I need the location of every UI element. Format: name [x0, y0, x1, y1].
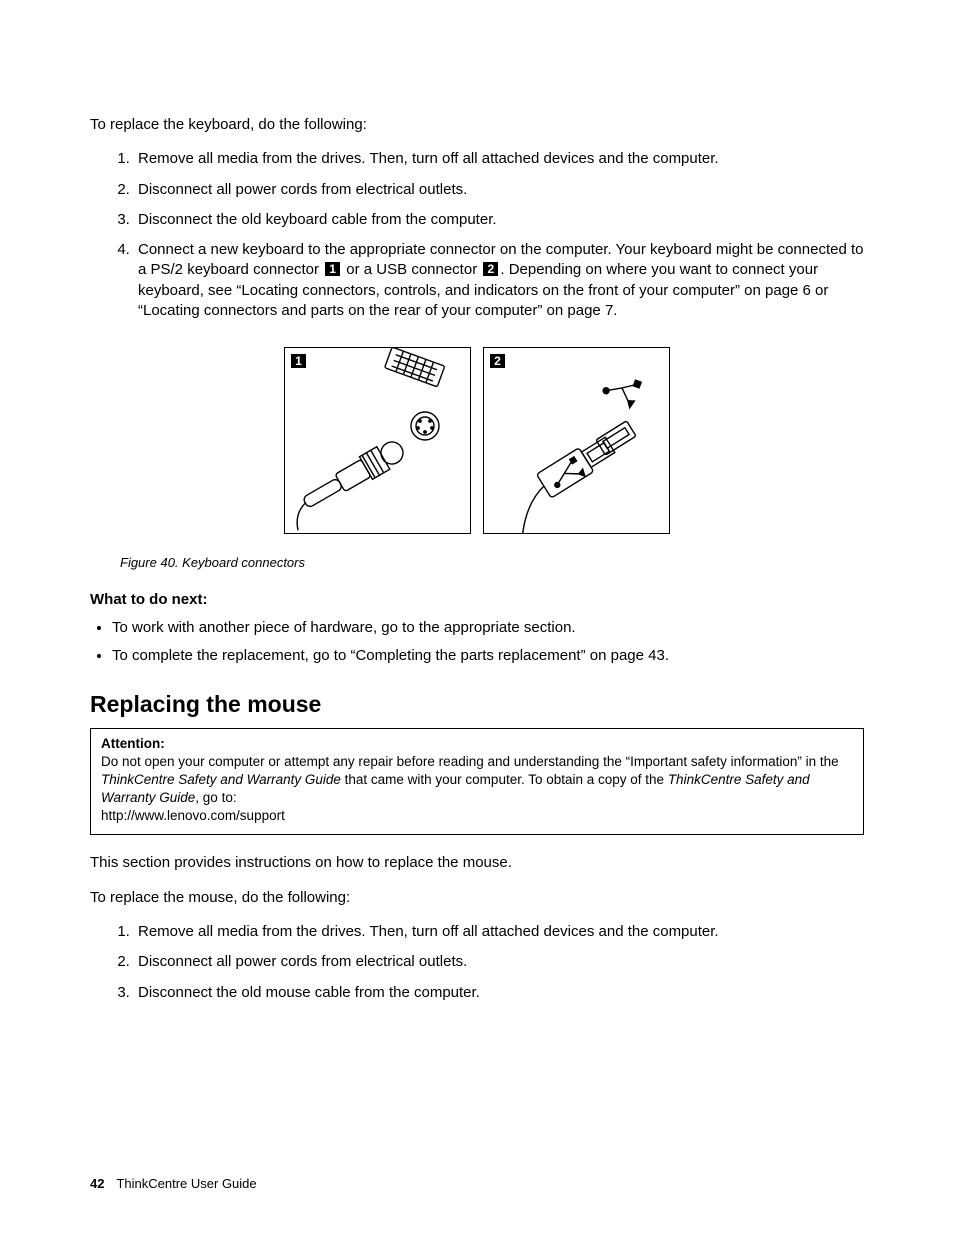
intro-keyboard: To replace the keyboard, do the followin… — [90, 115, 864, 135]
list-item: To work with another piece of hardware, … — [112, 618, 864, 638]
list-item: To complete the replacement, go to “Comp… — [112, 646, 864, 666]
attention-title: Attention: — [101, 735, 853, 753]
book-title: ThinkCentre User Guide — [116, 1176, 256, 1191]
callout-marker-1: 1 — [325, 262, 340, 276]
callout-marker-2: 2 — [483, 262, 498, 276]
step-item: Disconnect all power cords from electric… — [134, 180, 864, 200]
step-item: Disconnect all power cords from electric… — [134, 952, 864, 972]
attention-text: , go to: — [195, 790, 236, 805]
step-item: Disconnect the old mouse cable from the … — [134, 983, 864, 1003]
attention-text: that came with your computer. To obtain … — [341, 772, 668, 787]
what-next-heading: What to do next: — [90, 590, 864, 610]
attention-text: Do not open your computer or attempt any… — [101, 754, 839, 769]
steps-mouse: Remove all media from the drives. Then, … — [90, 922, 864, 1003]
step-text: or a USB connector — [342, 261, 481, 278]
step-item: Remove all media from the drives. Then, … — [134, 149, 864, 169]
step-item: Disconnect the old keyboard cable from t… — [134, 210, 864, 230]
attention-body: Do not open your computer or attempt any… — [101, 753, 853, 808]
page-number: 42 — [90, 1176, 104, 1191]
figure-keyboard-connectors: 1 — [90, 347, 864, 540]
step-item: Connect a new keyboard to the appropriat… — [134, 240, 864, 321]
figure-panel-usb: 2 — [483, 347, 670, 534]
intro-mouse-steps: To replace the mouse, do the following: — [90, 888, 864, 908]
usb-connector-icon — [484, 348, 669, 533]
intro-mouse-section: This section provides instructions on ho… — [90, 853, 864, 873]
steps-keyboard: Remove all media from the drives. Then, … — [90, 149, 864, 321]
document-page: To replace the keyboard, do the followin… — [0, 0, 954, 1235]
what-next-list: To work with another piece of hardware, … — [90, 618, 864, 667]
attention-box: Attention: Do not open your computer or … — [90, 728, 864, 835]
step-item: Remove all media from the drives. Then, … — [134, 922, 864, 942]
ps2-connector-icon — [285, 348, 470, 533]
figure-panel-ps2: 1 — [284, 347, 471, 534]
attention-guide-name: ThinkCentre Safety and Warranty Guide — [101, 772, 341, 787]
page-footer: 42 ThinkCentre User Guide — [90, 1175, 257, 1193]
section-title-replacing-mouse: Replacing the mouse — [90, 689, 864, 720]
attention-url: http://www.lenovo.com/support — [101, 807, 853, 825]
figure-caption: Figure 40. Keyboard connectors — [120, 554, 864, 572]
